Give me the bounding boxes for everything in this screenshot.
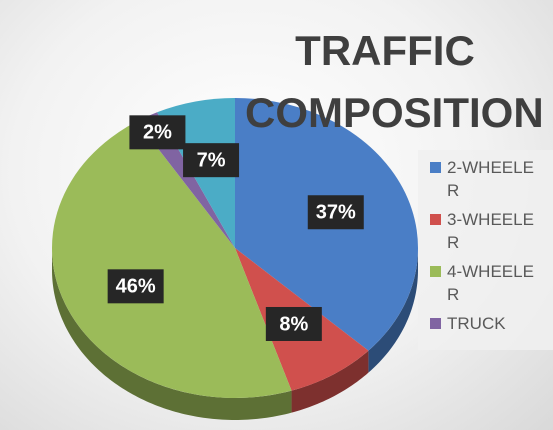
data-label-box [307, 195, 364, 230]
chart-title: TRAFFIC COMPOSITION [245, 27, 544, 136]
data-label-box [183, 143, 240, 178]
legend-swatch [430, 266, 441, 277]
data-labels: 37% 8% 46% 2% 7% [107, 115, 364, 341]
data-label-box [129, 115, 186, 150]
slice-side [52, 248, 292, 420]
data-label-box [107, 269, 164, 304]
pie-sides [52, 248, 418, 420]
data-label: 2% [143, 122, 172, 144]
data-label-box [265, 306, 322, 341]
data-label: 46% [116, 276, 156, 298]
data-label: 7% [197, 149, 226, 171]
legend-label: TRUCK [447, 314, 506, 333]
legend-swatch [430, 214, 441, 225]
data-label: 37% [316, 202, 356, 224]
legend-item: 2-WHEELER [430, 156, 553, 202]
legend-label: 2-WHEELER [447, 158, 534, 200]
legend-swatch [430, 162, 441, 173]
legend: 2-WHEELER 3-WHEELER 4-WHEELER TRUCK [418, 150, 553, 350]
data-label: 8% [279, 313, 308, 335]
legend-item: 4-WHEELER [430, 260, 553, 306]
legend-swatch [430, 318, 441, 329]
legend-item: TRUCK [430, 312, 553, 335]
slice-side [368, 248, 418, 373]
slice-side [291, 350, 369, 413]
legend-item: 3-WHEELER [430, 208, 553, 254]
legend-label: 3-WHEELER [447, 210, 534, 252]
legend-label: 4-WHEELER [447, 262, 534, 304]
slice [51, 121, 292, 398]
